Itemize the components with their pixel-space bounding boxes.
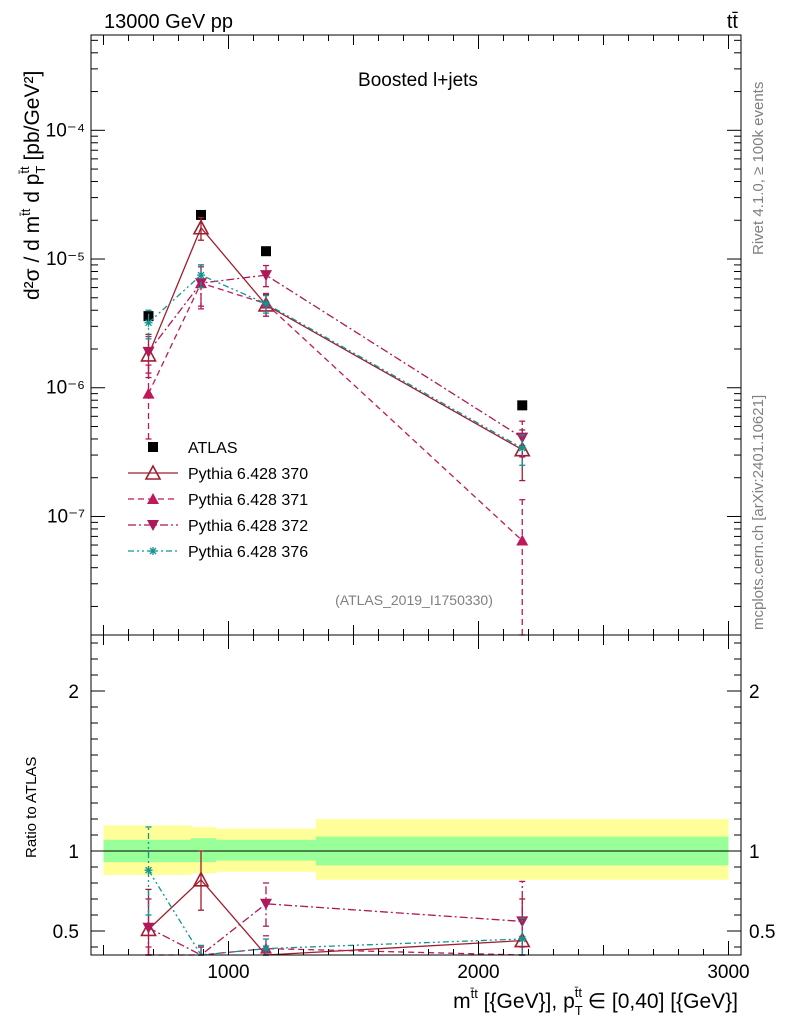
main-ytick-label: 10⁻⁶: [46, 378, 85, 399]
ratio-series-line: [148, 878, 523, 956]
ratio-xtick-label: 1000: [207, 962, 249, 983]
ratio-ytick-label-right: 2: [749, 682, 760, 703]
main-data-point: [260, 270, 272, 282]
ratio-xtick-label: 3000: [707, 962, 749, 983]
ratio-stat-band: [216, 839, 316, 861]
ratio-ytick-label-right: 0.5: [749, 922, 775, 943]
ratio-data-point: [144, 866, 153, 875]
ratio-xtick-label: 2000: [457, 962, 499, 983]
ratio-data-point: [192, 871, 210, 887]
main-ytick-label: 10⁻⁵: [46, 249, 85, 270]
main-series-pythia-6-428-372: [142, 264, 529, 458]
ratio-ytick-label-right: 1: [749, 842, 760, 863]
ratio-ticks: 0.5 0.5 1 1 2 2 1000 2000 3000: [53, 635, 775, 983]
main-series-line: [147, 226, 523, 451]
main-title: Boosted l+jets: [358, 70, 478, 91]
main-data-point: [142, 387, 155, 399]
ratio-stat-band: [191, 838, 216, 863]
ratio-panel: 0.5 0.5 1 1 2 2 1000 2000 3000 Ratio to ATLAS mt…: [23, 634, 775, 1018]
legend-label: Pythia 6.428 371: [188, 492, 308, 509]
main-data-point: [142, 346, 155, 358]
main-data-point: [261, 246, 271, 257]
main-series-line: [147, 282, 523, 542]
legend-marker: [147, 493, 159, 504]
main-data-point: [262, 299, 270, 308]
legend-marker: [148, 442, 158, 452]
mcplots-label: mcplots.cern.ch [arXiv:2401.10621]: [750, 395, 767, 630]
main-data-point: [144, 318, 153, 327]
main-ytick-label: 10⁻⁷: [47, 506, 85, 527]
ratio-data-point: [142, 922, 155, 934]
ratio-xlabel: mt̄t [{GeV}], pTt̄t ∈ [0,40] [{GeV}]: [453, 985, 738, 1018]
legend-label: Pythia 6.428 372: [188, 518, 308, 535]
ratio-ytick-label: 2: [68, 682, 79, 703]
ratio-series-line: [148, 947, 523, 956]
main-ytick-label: 10⁻⁴: [46, 120, 85, 141]
main-data-point: [517, 400, 528, 411]
legend-marker: [149, 547, 157, 555]
main-data-point: [516, 534, 529, 546]
ratio-series-line: [148, 903, 523, 956]
ratio-data-point: [260, 898, 272, 910]
main-data-point: [518, 444, 527, 453]
ratio-bands: [91, 819, 741, 880]
main-curves-layer: [140, 209, 531, 636]
legend-marker: [147, 520, 159, 531]
legend-marker: [144, 464, 162, 480]
main-data-point: [192, 219, 210, 235]
header-left: 13000 GeV pp: [104, 11, 233, 33]
analysis-id: (ATLAS_2019_I1750330): [335, 592, 493, 608]
main-series-line: [147, 274, 523, 439]
main-data-point: [196, 209, 206, 220]
ratio-data-point: [262, 944, 270, 953]
main-data-point: [197, 271, 205, 280]
ratio-ylabel: Ratio to ATLAS: [23, 757, 40, 858]
main-ylabel: d²σ / d mt̄t d pTt̄t [pb/GeV²]: [17, 71, 48, 300]
ratio-ytick-label: 0.5: [53, 922, 79, 943]
legend-label: Pythia 6.428 370: [188, 466, 308, 483]
ratio-series-line: [147, 869, 523, 956]
main-series-line: [148, 274, 523, 449]
main-series-pythia-6-428-376: [144, 264, 527, 466]
ratio-data-point: [518, 935, 527, 943]
legend-label: Pythia 6.428 376: [188, 544, 308, 561]
main-panel: 10⁻⁷ 10⁻⁶ 10⁻⁵ 10⁻⁴ Boosted l+jets (ATLAS_2…: [17, 34, 742, 636]
ratio-frame: [90, 634, 742, 956]
rivet-label: Rivet 4.1.0, ≥ 100k events: [750, 82, 767, 255]
legend-label: ATLAS: [188, 440, 238, 457]
ratio-ytick-label: 1: [68, 842, 79, 863]
legend: ATLAS Pythia 6.428 370 Pythia 6.428 371 Pyt…: [128, 440, 308, 561]
main-ticks: 10⁻⁷ 10⁻⁶ 10⁻⁵ 10⁻⁴: [46, 35, 741, 635]
header-right: tt̄: [727, 11, 739, 33]
